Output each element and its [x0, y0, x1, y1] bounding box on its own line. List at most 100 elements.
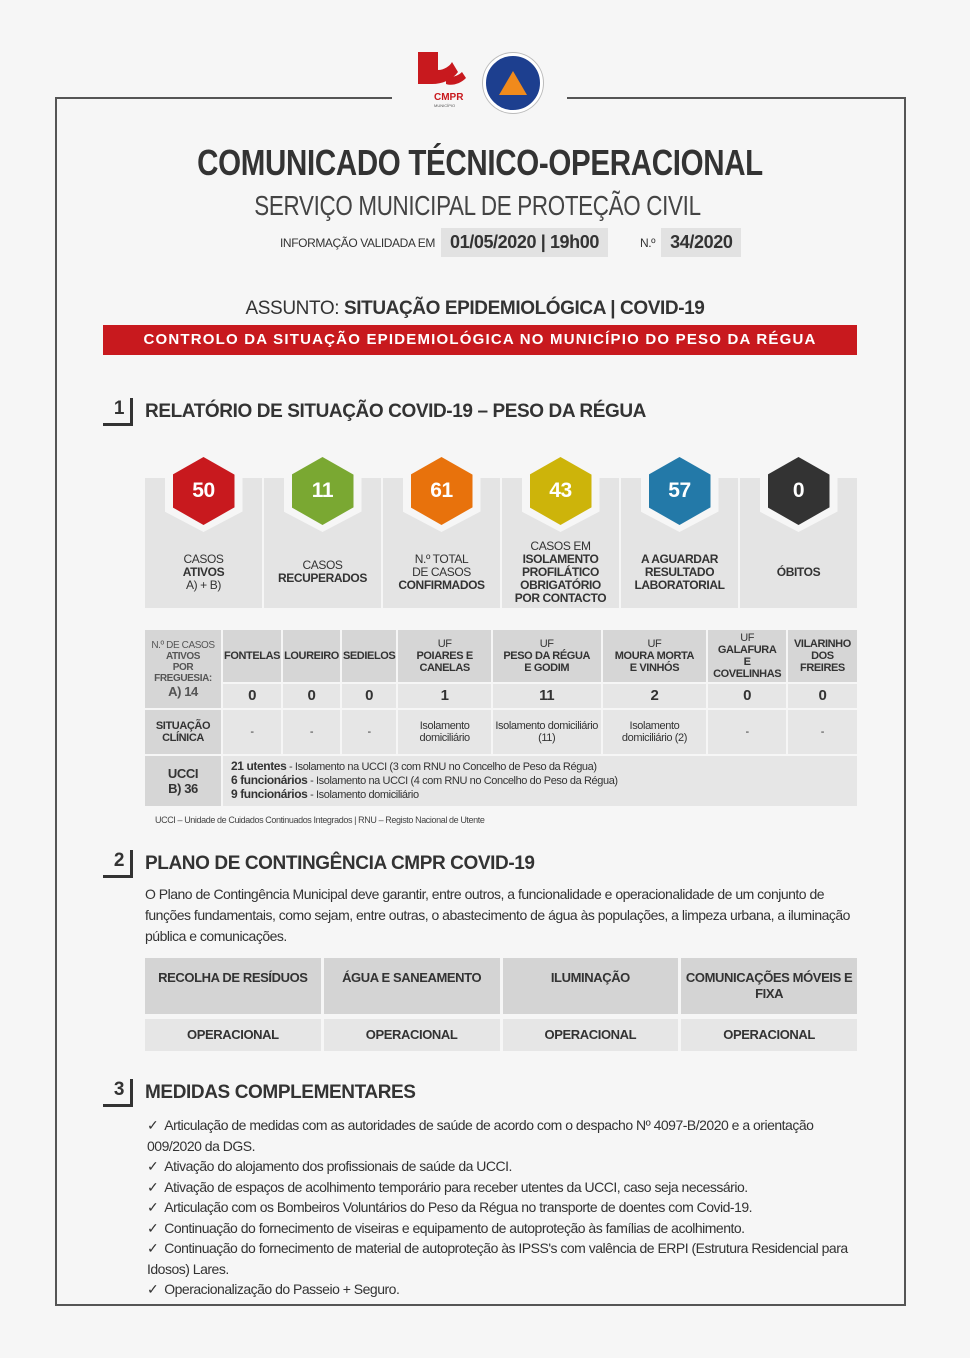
- contingency-paragraph: O Plano de Contingência Municipal deve g…: [145, 886, 850, 944]
- stat-label: CASOS EM ISOLAMENTO PROFILÁTICO OBRIGATÓRIO…: [502, 536, 619, 608]
- stat-label: CASOS ATIVOS A) + B): [145, 536, 262, 608]
- service-name: RECOLHA DE RESÍDUOS: [145, 958, 321, 1014]
- parish-count: 11: [492, 684, 601, 708]
- ucci-count: 6 funcionários: [231, 773, 308, 787]
- footnote: UCCI – Unidade de Cuidados Continuados I…: [155, 815, 485, 825]
- subject: ASSUNTO: SITUAÇÃO EPIDEMIOLÓGICA | COVID…: [0, 298, 950, 320]
- table-corner: N.º DE CASOS ATIVOS POR FREGUESIA: A) 14: [145, 630, 221, 708]
- ucci-count: 9 funcionários: [231, 787, 308, 801]
- services-grid: RECOLHA DE RESÍDUOS ÁGUA E SANEAMENTO ILUM…: [145, 958, 857, 1051]
- ucci-count: 21 utentes: [231, 759, 287, 773]
- page-frame: [55, 97, 906, 1306]
- parish-name: LOUREIRO: [284, 650, 339, 662]
- parish-status: Isolamento domiciliário: [398, 710, 491, 754]
- parish-header: UF MOURA MORTA E VINHÓS: [602, 630, 707, 682]
- measure-item: Continuação do fornecimento de material …: [147, 1238, 867, 1279]
- section-number: 2: [103, 850, 133, 878]
- parish-name: MOURA MORTA: [614, 650, 695, 662]
- parish-uf: UF: [437, 638, 452, 650]
- ucci-label-line: UCCI: [167, 766, 199, 781]
- stat-value: 11: [291, 457, 354, 525]
- stat-value: 0: [767, 457, 830, 525]
- service-status: OPERACIONAL: [681, 1019, 857, 1051]
- parish-count: 0: [223, 684, 282, 708]
- validated-value: 01/05/2020 | 19h00: [441, 228, 608, 257]
- parish-header: UF POIARES E CANELAS: [398, 630, 491, 682]
- ucci-line: 21 utentes - Isolamento na UCCI (3 com R…: [231, 760, 849, 774]
- section-1-heading: 1 RELATÓRIO DE SITUAÇÃO COVID-19 – PESO D…: [103, 398, 646, 426]
- cmpr-logo: CMPR MUNICÍPIO: [418, 52, 466, 108]
- parish-name-2: CANELAS: [419, 662, 470, 674]
- stat-label-line: ATIVOS: [182, 564, 225, 579]
- validation-row: INFORMAÇÃO VALIDADA EM 01/05/2020 | 19h0…: [280, 228, 742, 257]
- section-title: MEDIDAS COMPLEMENTARES: [145, 1082, 416, 1103]
- parish-table: N.º DE CASOS ATIVOS POR FREGUESIA: A) 14 FON…: [143, 628, 859, 808]
- stat-label-line: N.º TOTAL: [414, 551, 469, 566]
- stat-label-line: RECUPERADOS: [278, 571, 367, 585]
- stat-label-line: RESULTADO: [644, 564, 715, 579]
- ucci-line: 9 funcionários - Isolamento domiciliário: [231, 788, 849, 802]
- ucci-text: - Isolamento na UCCI (4 com RNU no Conce…: [307, 775, 618, 787]
- stat-card: 0 ÓBITOS: [740, 450, 857, 608]
- section-2-heading: 2 PLANO DE CONTINGÊNCIA CMPR COVID-19: [103, 850, 970, 878]
- stat-card: 50 CASOS ATIVOS A) + B): [145, 450, 262, 608]
- situation-line: SITUAÇÃO: [155, 720, 211, 732]
- parish-name: GALAFURA: [717, 644, 777, 656]
- service-name: ILUMINAÇÃO: [502, 958, 679, 1014]
- parish-name: PESO DA RÉGUA: [503, 650, 591, 662]
- corner-count: A) 14: [168, 683, 198, 699]
- content-flow: N.º DE CASOS ATIVOS POR FREGUESIA: A) 14 FON…: [0, 628, 970, 1300]
- parish-name-2: E COVELINHAS: [713, 656, 782, 680]
- measure-item: Ativação de espaços de acolhimento tempo…: [147, 1177, 867, 1198]
- measure-item: Articulação com os Bombeiros Voluntários…: [147, 1197, 867, 1218]
- service-name: ÁGUA E SANEAMENTO: [323, 958, 500, 1014]
- parish-name: VILARINHO: [793, 638, 851, 650]
- stat-label-line: LABORATORIAL: [634, 577, 725, 592]
- parish-count: 0: [708, 684, 786, 708]
- parish-name: FONTELAS: [224, 650, 281, 662]
- parish-header: UF PESO DA RÉGUA E GODIM: [492, 630, 601, 682]
- stat-label-line: POR CONTACTO: [514, 590, 607, 605]
- parish-name-2: DOS FREIRES: [800, 650, 845, 674]
- stats-row: 50 CASOS ATIVOS A) + B) 11 CASOS RECUPERADOS 61…: [145, 450, 857, 608]
- parish-status: -: [223, 710, 282, 754]
- stat-card: 57 A AGUARDAR RESULTADO LABORATORIAL: [621, 450, 738, 608]
- section-3-heading: 3 MEDIDAS COMPLEMENTARES: [103, 1079, 970, 1107]
- parish-count: 0: [283, 684, 340, 708]
- service-status: OPERACIONAL: [502, 1019, 679, 1051]
- stat-label-line: OBRIGATÓRIO: [520, 577, 601, 592]
- parish-name-2: E GODIM: [524, 662, 570, 674]
- measure-item: Articulação de medidas com as autoridade…: [147, 1115, 867, 1156]
- stat-label: CASOS RECUPERADOS: [264, 536, 381, 608]
- parish-header: VILARINHO DOS FREIRES: [787, 630, 857, 682]
- ucci-line: 6 funcionários - Isolamento na UCCI (4 c…: [231, 774, 849, 788]
- banner: CONTROLO DA SITUAÇÃO EPIDEMIOLÓGICA NO M…: [103, 325, 857, 355]
- stat-label: ÓBITOS: [740, 536, 857, 608]
- stat-label-line: DE CASOS: [412, 564, 471, 579]
- corner-line: POR FREGUESIA:: [154, 661, 212, 684]
- stat-value: 61: [410, 457, 473, 525]
- measure-item: Ativação do alojamento dos profissionais…: [147, 1156, 867, 1177]
- parish-name: SEDIELOS: [342, 650, 396, 662]
- stat-label-line: A) + B): [186, 577, 221, 592]
- stat-label: N.º TOTAL DE CASOS CONFIRMADOS: [383, 536, 500, 608]
- parish-header: SEDIELOS: [341, 630, 397, 682]
- parish-status: Isolamento domiciliário (2): [602, 710, 707, 754]
- stat-label-line: CASOS EM: [530, 538, 591, 553]
- parish-header: UF GALAFURA E COVELINHAS: [708, 630, 786, 682]
- stat-value: 43: [529, 457, 592, 525]
- stat-label-line: ÓBITOS: [776, 564, 821, 579]
- stat-value: 50: [172, 457, 235, 525]
- stat-card: 11 CASOS RECUPERADOS: [264, 450, 381, 608]
- parish-count: 1: [398, 684, 491, 708]
- ucci-label-line: B) 36: [168, 781, 198, 796]
- ucci-details: 21 utentes - Isolamento na UCCI (3 com R…: [223, 756, 857, 806]
- parish-uf: UF: [740, 632, 755, 644]
- measure-item: Continuação do fornecimento de viseiras …: [147, 1218, 867, 1239]
- service-name: COMUNICAÇÕES MÓVEIS E FIXA: [681, 958, 857, 1014]
- subject-label: ASSUNTO:: [245, 298, 340, 319]
- protecao-civil-seal: [483, 53, 543, 113]
- parish-uf: UF: [647, 638, 662, 650]
- page-subtitle: SERVIÇO MUNICIPAL DE PROTEÇÃO CIVIL: [254, 190, 701, 221]
- parish-count: 2: [602, 684, 707, 708]
